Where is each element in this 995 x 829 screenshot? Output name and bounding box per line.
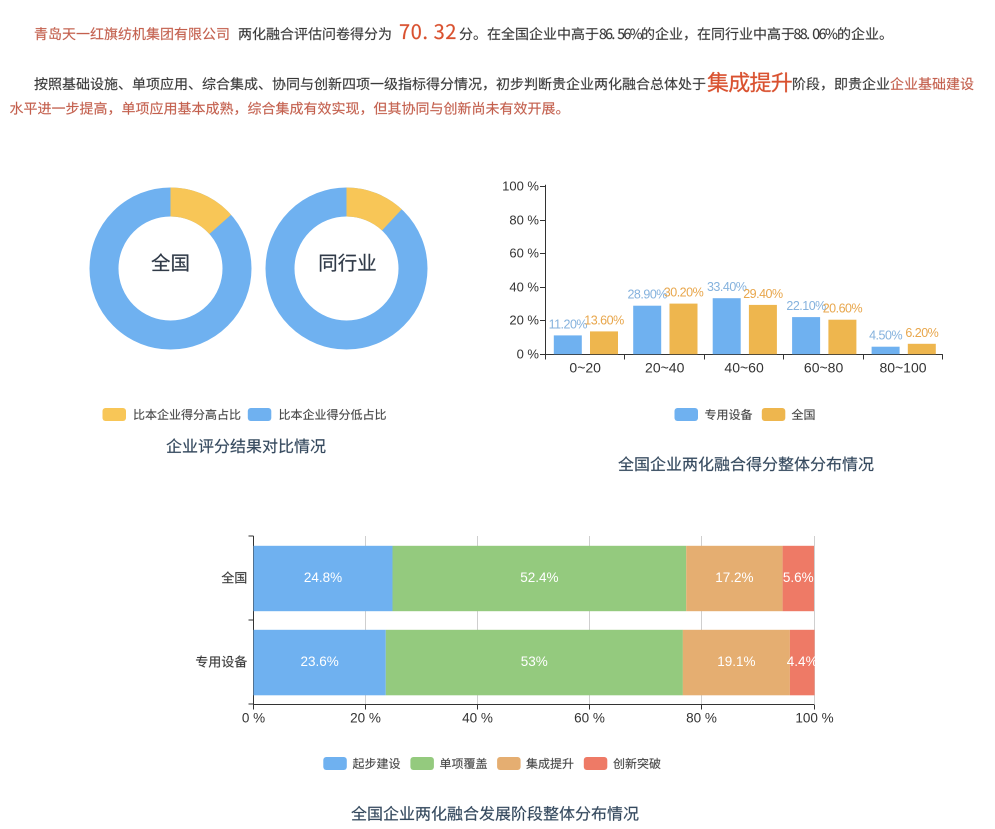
- svg-text:5.6%: 5.6%: [783, 570, 814, 585]
- svg-text:24.8%: 24.8%: [304, 570, 342, 585]
- svg-text:4.4%: 4.4%: [787, 654, 818, 669]
- svg-text:60~80: 60~80: [804, 360, 844, 376]
- svg-text:60 %: 60 %: [574, 710, 605, 725]
- svg-text:28.90%: 28.90%: [627, 288, 667, 302]
- svg-text:100 %: 100 %: [795, 710, 833, 725]
- svg-text:17.2%: 17.2%: [715, 570, 753, 585]
- svg-text:80 %: 80 %: [509, 213, 539, 228]
- svg-text:40 %: 40 %: [509, 280, 539, 295]
- svg-text:40 %: 40 %: [462, 710, 493, 725]
- svg-text:11.20%: 11.20%: [549, 317, 588, 331]
- svg-text:80 %: 80 %: [686, 710, 717, 725]
- svg-text:0 %: 0 %: [242, 710, 265, 725]
- svg-text:19.1%: 19.1%: [717, 654, 755, 669]
- svg-text:60 %: 60 %: [509, 246, 539, 261]
- svg-text:53%: 53%: [521, 654, 548, 669]
- svg-text:100 %: 100 %: [502, 179, 539, 194]
- svg-text:40~60: 40~60: [724, 360, 764, 376]
- svg-text:4.50%: 4.50%: [869, 329, 902, 343]
- svg-text:30.20%: 30.20%: [664, 286, 704, 300]
- svg-text:23.6%: 23.6%: [300, 654, 338, 669]
- svg-text:0~20: 0~20: [569, 360, 601, 376]
- svg-text:20~40: 20~40: [645, 360, 685, 376]
- svg-text:20 %: 20 %: [509, 313, 539, 328]
- svg-text:6.20%: 6.20%: [905, 326, 938, 340]
- svg-text:29.40%: 29.40%: [743, 287, 783, 301]
- svg-text:0 %: 0 %: [517, 347, 540, 362]
- svg-text:22.10%: 22.10%: [786, 299, 826, 313]
- svg-text:33.40%: 33.40%: [707, 280, 747, 294]
- svg-text:20.60%: 20.60%: [823, 302, 863, 316]
- svg-text:52.4%: 52.4%: [520, 570, 558, 585]
- svg-text:80~100: 80~100: [879, 360, 926, 376]
- svg-text:20 %: 20 %: [350, 710, 381, 725]
- svg-text:13.60%: 13.60%: [584, 313, 624, 327]
